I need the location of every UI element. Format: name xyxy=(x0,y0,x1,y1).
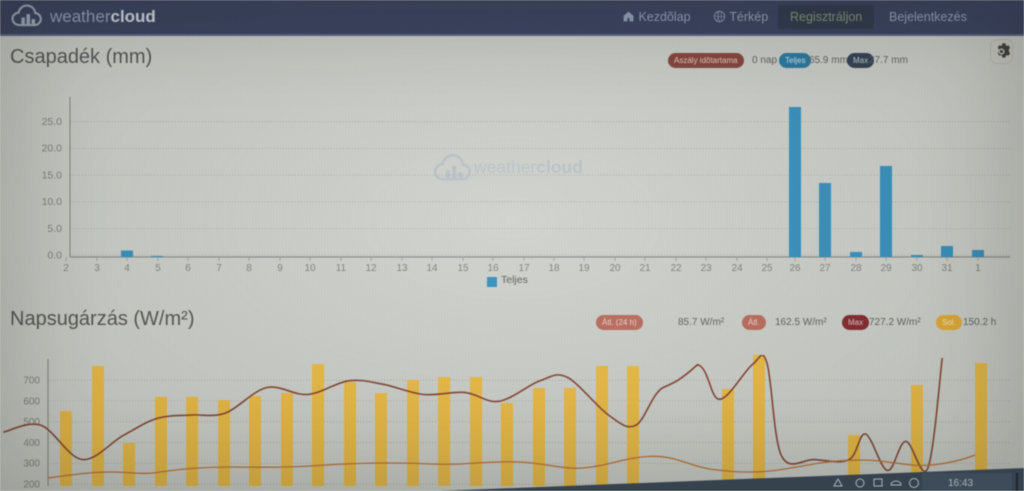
svg-text:22: 22 xyxy=(670,263,682,274)
svg-text:2: 2 xyxy=(63,263,69,274)
svg-text:300: 300 xyxy=(23,459,40,470)
svg-text:18: 18 xyxy=(548,263,560,274)
svg-text:28: 28 xyxy=(850,263,862,274)
svg-text:weathercloud: weathercloud xyxy=(473,157,583,177)
svg-text:20: 20 xyxy=(609,263,621,274)
svg-text:23: 23 xyxy=(700,263,712,274)
svg-text:16: 16 xyxy=(487,263,499,274)
svg-text:5: 5 xyxy=(155,263,161,274)
svg-text:10.0: 10.0 xyxy=(42,196,63,208)
svg-text:400: 400 xyxy=(23,438,40,449)
svg-text:27: 27 xyxy=(819,263,831,274)
svg-text:600: 600 xyxy=(23,396,40,407)
svg-text:5.0: 5.0 xyxy=(47,223,62,235)
svg-text:31: 31 xyxy=(941,263,953,274)
svg-text:14: 14 xyxy=(426,263,438,274)
svg-text:200: 200 xyxy=(23,480,40,491)
svg-text:7: 7 xyxy=(216,263,222,274)
svg-text:4: 4 xyxy=(124,263,130,274)
svg-text:10: 10 xyxy=(304,263,316,274)
svg-text:29: 29 xyxy=(880,263,892,274)
svg-text:15.0: 15.0 xyxy=(42,169,63,181)
svg-text:500: 500 xyxy=(23,417,40,428)
svg-text:24: 24 xyxy=(731,263,743,274)
svg-text:17: 17 xyxy=(518,263,530,274)
svg-text:8: 8 xyxy=(246,263,252,274)
svg-text:11: 11 xyxy=(336,263,347,274)
svg-text:30: 30 xyxy=(911,263,923,274)
svg-text:1: 1 xyxy=(975,263,981,274)
svg-text:25: 25 xyxy=(761,263,773,274)
svg-text:25.0: 25.0 xyxy=(42,116,63,128)
svg-text:15: 15 xyxy=(457,263,469,274)
svg-text:21: 21 xyxy=(639,263,651,274)
svg-text:13: 13 xyxy=(396,263,408,274)
svg-text:6: 6 xyxy=(185,263,191,274)
svg-text:26: 26 xyxy=(789,263,801,274)
svg-text:20.0: 20.0 xyxy=(42,143,63,155)
svg-text:9: 9 xyxy=(277,263,283,274)
svg-text:19: 19 xyxy=(578,263,590,274)
svg-text:0.0: 0.0 xyxy=(47,250,62,262)
svg-text:3: 3 xyxy=(94,263,100,274)
svg-text:700: 700 xyxy=(23,376,40,387)
svg-text:12: 12 xyxy=(365,263,377,274)
